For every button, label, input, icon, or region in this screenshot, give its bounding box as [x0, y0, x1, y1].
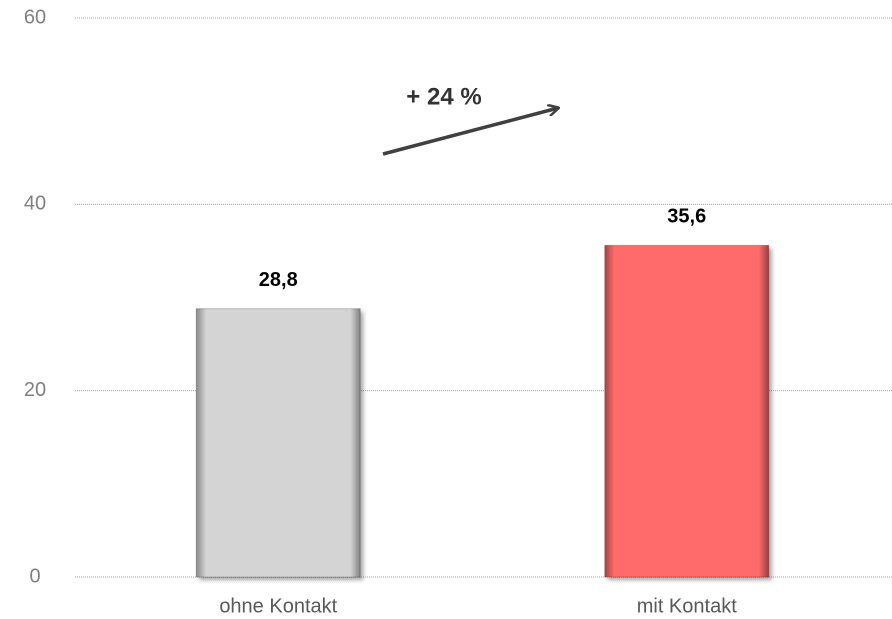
bar-bevel [195, 308, 361, 578]
bar-bevel [604, 244, 770, 578]
y-tick-label: 0 [29, 565, 40, 587]
y-tick-label: 40 [24, 193, 46, 215]
annotation: + 24 % [406, 83, 481, 110]
x-tick-label: mit Kontakt [637, 595, 737, 617]
y-tick-label: 20 [24, 379, 46, 401]
x-tick-label: ohne Kontakt [219, 595, 337, 617]
arrow [382, 108, 558, 156]
value-label: 28,8 [259, 269, 298, 291]
value-label: 35,6 [667, 206, 706, 228]
y-tick-label: 60 [24, 6, 46, 28]
